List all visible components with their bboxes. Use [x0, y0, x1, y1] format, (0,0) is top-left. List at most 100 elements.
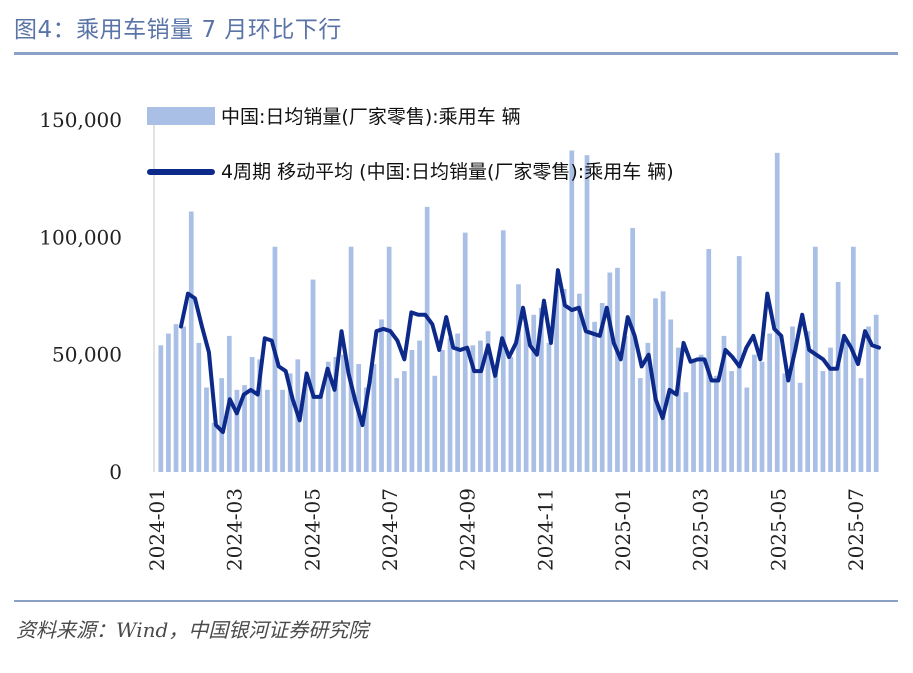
bar [310, 279, 316, 472]
bar [782, 373, 788, 472]
bar [835, 281, 841, 472]
bar [196, 342, 202, 472]
bar [752, 354, 757, 472]
bar [401, 371, 407, 472]
bar [812, 246, 818, 472]
bar [630, 227, 636, 472]
bar [805, 331, 811, 472]
bar [287, 373, 293, 472]
bar [599, 303, 605, 472]
bar [607, 272, 613, 472]
bar [493, 366, 499, 472]
bar [500, 230, 506, 472]
bar [417, 340, 422, 472]
bar [797, 382, 803, 472]
x-tick-label: 2024-11 [533, 488, 557, 571]
bar [394, 378, 400, 472]
bar [721, 335, 727, 472]
bar [478, 340, 483, 472]
bar [592, 321, 597, 472]
bar [683, 392, 689, 472]
bar [234, 389, 240, 472]
bar [371, 364, 377, 472]
bar [409, 349, 415, 472]
bar [622, 335, 628, 472]
bar [790, 326, 795, 472]
x-tick-label: 2024-05 [300, 488, 324, 571]
bar [303, 382, 308, 472]
line-series [179, 268, 881, 435]
source-note: 资料来源：Wind，中国银河证券研究院 [16, 618, 369, 642]
bar [508, 357, 514, 472]
bar [204, 387, 209, 472]
bar [249, 357, 255, 472]
bar [851, 246, 856, 472]
bar [440, 349, 445, 472]
bar [242, 385, 247, 472]
bar [653, 298, 658, 472]
bar [485, 331, 491, 472]
bar [538, 307, 544, 472]
bar [577, 293, 582, 472]
y-tick-label: 0 [109, 460, 122, 484]
x-tick-label: 2025-03 [689, 488, 713, 571]
x-tick-label: 2024-07 [378, 488, 402, 571]
legend-bar-swatch [147, 107, 215, 125]
bar [554, 288, 559, 472]
bar [706, 249, 712, 472]
x-axis-ticks: 2024-01 2024-03 2024-05 2024-07 2024-09 2024-… [145, 488, 868, 571]
bar [455, 333, 460, 472]
bar [866, 326, 871, 472]
bar [158, 345, 164, 472]
bar [645, 342, 651, 472]
bar [637, 378, 643, 472]
bar [211, 422, 217, 472]
legend-line-label: 4周期 移动平均 (中国:日均销量(厂家零售):乘用车 辆) [221, 161, 674, 183]
bar [363, 387, 369, 472]
bar [386, 246, 392, 472]
bar [516, 284, 521, 472]
bar [546, 342, 552, 472]
x-tick-label: 2024-09 [456, 488, 480, 571]
y-tick-label: 100,000 [39, 225, 122, 249]
bar [333, 357, 339, 472]
bar [341, 354, 346, 472]
bar [759, 361, 765, 472]
bar [424, 206, 430, 472]
bar [843, 338, 849, 472]
bar [188, 211, 194, 472]
bar [774, 152, 780, 472]
bar [820, 371, 826, 472]
x-tick-label: 2025-05 [766, 488, 790, 571]
bar [858, 378, 864, 472]
bar [181, 326, 186, 472]
bar [523, 324, 529, 472]
bar [462, 232, 468, 472]
figure-title: 图4：乘用车销量 7 月环比下行 [14, 17, 342, 43]
bar [744, 387, 750, 472]
bar [280, 389, 285, 472]
moving-average-line [179, 268, 881, 435]
bar [173, 324, 179, 472]
bar [615, 267, 620, 472]
bar [432, 375, 438, 472]
title-rule [14, 52, 898, 55]
y-tick-label: 150,000 [39, 108, 122, 132]
bar [668, 319, 674, 472]
bar [166, 333, 171, 472]
bar [264, 389, 270, 472]
bar [470, 345, 476, 472]
bar [447, 338, 453, 472]
bar [714, 375, 719, 472]
bar [318, 394, 323, 472]
bar [729, 371, 734, 472]
bar [219, 378, 225, 472]
bar [531, 314, 537, 472]
x-tick-label: 2025-01 [611, 488, 635, 571]
bar [348, 246, 354, 472]
y-tick-label: 50,000 [52, 343, 122, 367]
source-rule [14, 600, 898, 602]
legend: 中国:日均销量(厂家零售):乘用车 辆 4周期 移动平均 (中国:日均销量(厂家… [147, 106, 674, 183]
bar [325, 361, 331, 472]
